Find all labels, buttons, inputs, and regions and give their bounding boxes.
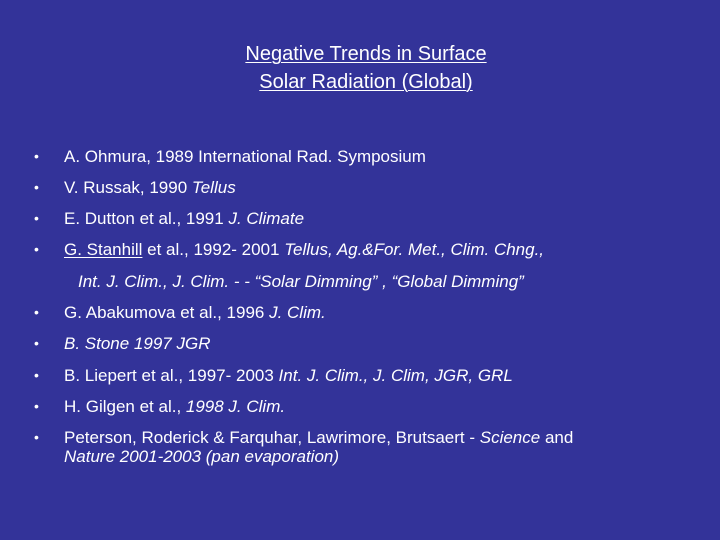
bullet-text-part: G. Abakumova et al., 1996 [64, 303, 270, 322]
slide-title: Negative Trends in Surface Solar Radiati… [0, 40, 720, 96]
bullet-text-part: Peterson, Roderick & Farquhar, Lawrimore… [64, 428, 480, 447]
bullet-text-part: and [540, 428, 574, 447]
bullet-text-part: V. Russak, 1990 [64, 178, 192, 197]
bullet-text: B. Stone 1997 JGR [64, 334, 210, 353]
journal-name: Tellus, Ag.&For. Met., Clim. Chng., [284, 240, 545, 259]
bullet-text: V. Russak, 1990 Tellus [64, 178, 236, 197]
bullet-dot: • [34, 210, 39, 226]
bullet-text: E. Dutton et al., 1991 J. Climate [64, 209, 304, 228]
bullet-dot: • [34, 241, 39, 257]
bullet-continuation-text: Nature 2001-2003 (pan evaporation) [64, 447, 340, 466]
bullet-dot: • [34, 148, 39, 164]
journal-name: 1998 J. Clim. [185, 397, 286, 416]
bullet-dot: • [34, 335, 39, 351]
journal-name: J. Climate [228, 209, 305, 228]
bullet-dot: • [34, 429, 39, 445]
bullet-text-part: B. Liepert et al., 1997- 2003 [64, 366, 279, 385]
bullet-text-part: A. Ohmura, 1989 International Rad. Sympo… [64, 147, 426, 166]
journal-name: Tellus [191, 178, 236, 197]
journal-name: Int. J. Clim., J. Clim, JGR, GRL [278, 366, 513, 385]
journal-name: J. Clim. [269, 303, 326, 322]
bullet-text-part: E. Dutton et al., 1991 [64, 209, 229, 228]
bullet-text: B. Liepert et al., 1997- 2003 Int. J. Cl… [64, 366, 513, 385]
bullet-text: G. Abakumova et al., 1996 J. Clim. [64, 303, 326, 322]
bullet-dot: • [34, 398, 39, 414]
bullet-text-part: et al., 1992- 2001 [142, 240, 285, 259]
bullet-continuation-text: Int. J. Clim., J. Clim. - - “Solar Dimmi… [78, 272, 524, 291]
bullet-text-part: B. Stone 1997 JGR [64, 334, 211, 353]
bullet-text: A. Ohmura, 1989 International Rad. Sympo… [64, 147, 426, 166]
title-line-1: Negative Trends in Surface [245, 43, 487, 65]
journal-name: Science [479, 428, 541, 447]
bullet-text-part: H. Gilgen et al., [64, 397, 186, 416]
bullet-text: Peterson, Roderick & Farquhar, Lawrimore… [64, 428, 573, 447]
bullet-text: G. Stanhill et al., 1992- 2001 Tellus, A… [64, 240, 544, 259]
bullet-dot: • [34, 304, 39, 320]
bullet-text: H. Gilgen et al., 1998 J. Clim. [64, 397, 285, 416]
bullet-dot: • [34, 179, 39, 195]
bullet-dot: • [34, 367, 39, 383]
title-line-2: Solar Radiation (Global) [259, 71, 473, 93]
author-name: G. Stanhill [64, 240, 143, 259]
